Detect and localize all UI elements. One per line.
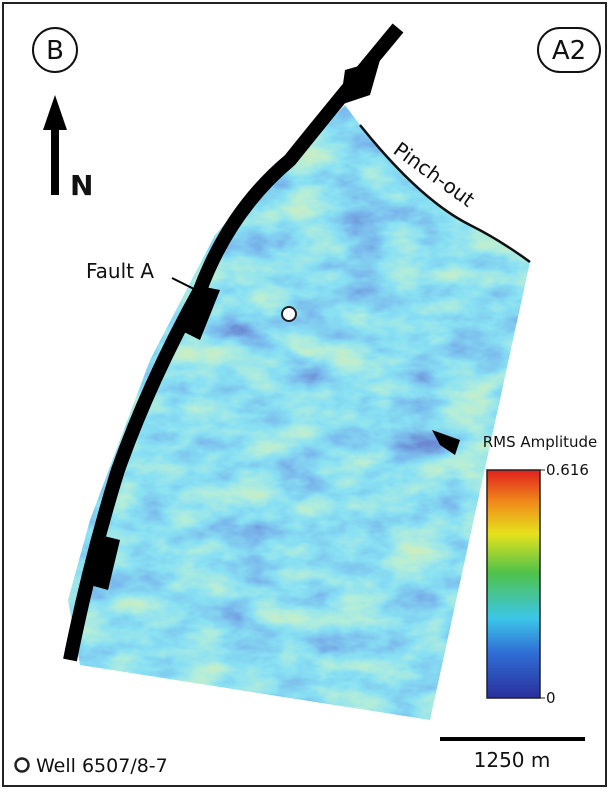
- colorbar-tick-label: 0.616: [546, 461, 589, 479]
- well-marker: [282, 307, 296, 321]
- panel-label: B: [46, 36, 64, 66]
- colorbar: [487, 470, 540, 698]
- map-figure: B A2 N Fault A Pinch-out RMS Amplitude 0…: [0, 0, 609, 789]
- colorbar-title: RMS Amplitude: [483, 433, 598, 451]
- colorbar-tick-label: 0: [546, 689, 556, 707]
- scale-label: 1250 m: [474, 748, 551, 772]
- north-label: N: [70, 169, 93, 202]
- figure-label: A2: [552, 36, 586, 66]
- legend-marker: [16, 759, 29, 772]
- legend-label: Well 6507/8-7: [36, 755, 168, 777]
- fault-label: Fault A: [86, 259, 154, 283]
